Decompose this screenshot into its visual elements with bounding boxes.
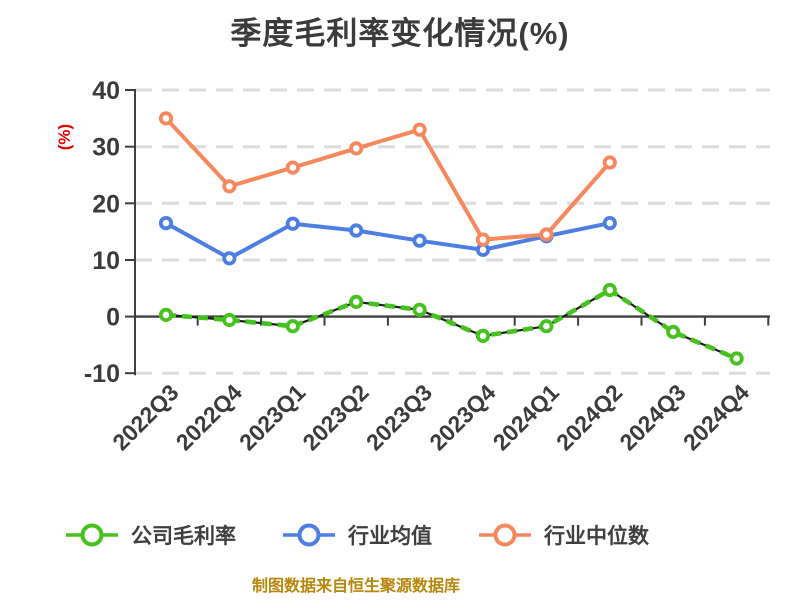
x-tick-label-2023Q1: 2023Q1 — [234, 379, 310, 455]
y-tick-label-20: 20 — [92, 190, 120, 218]
series-line-行业中位数 — [164, 117, 612, 242]
plot-area: (%) 40 30 20 10 0 -102022Q32022Q42023Q12023Q2… — [55, 77, 770, 455]
legend-label-industry-mean: 行业均值 — [348, 525, 432, 548]
data-point-行业中位数-2024Q2 — [602, 155, 617, 170]
y-axis-unit-label: (%) — [55, 124, 74, 150]
data-point-行业中位数-2024Q1 — [539, 227, 554, 242]
data-point-行业均值-2023Q1 — [285, 216, 300, 231]
data-point-行业中位数-2023Q1 — [285, 160, 300, 175]
data-point-行业均值-2022Q3 — [158, 216, 174, 231]
x-tick-label-2024Q3: 2024Q3 — [614, 379, 690, 455]
data-point-行业中位数-2023Q4 — [475, 232, 491, 247]
x-tick-label-2023Q4: 2023Q4 — [424, 379, 500, 455]
data-point-行业均值-2023Q3 — [412, 233, 427, 248]
legend-item-industry-mean: 行业均值 — [280, 520, 432, 550]
legend-label-industry-median: 行业中位数 — [544, 525, 649, 548]
y-tick-label-30: 30 — [92, 134, 120, 162]
x-tick-label-2022Q3: 2022Q3 — [107, 379, 183, 455]
x-tick-label-2024Q4: 2024Q4 — [678, 379, 754, 455]
data-point-行业均值-2022Q4 — [222, 251, 237, 266]
data-point-公司毛利率-2022Q3 — [158, 307, 174, 322]
data-point-行业中位数-2022Q3 — [158, 111, 174, 126]
company-series-marker-icon — [66, 523, 118, 547]
data-point-公司毛利率-2023Q1 — [285, 319, 300, 334]
chart-legend: 公司毛利率 行业均值 行业中位数 — [0, 520, 712, 550]
x-tick-label-2022Q4: 2022Q4 — [171, 379, 247, 455]
y-tick-label--10: -10 — [84, 360, 120, 388]
data-point-公司毛利率-2024Q2 — [602, 282, 617, 298]
chart-title: 季度毛利率变化情况(%) — [230, 16, 570, 51]
data-point-公司毛利率-2023Q3 — [412, 302, 427, 317]
data-point-行业中位数-2023Q3 — [412, 122, 427, 137]
data-point-公司毛利率-2024Q4 — [729, 351, 744, 366]
industry-median-series-marker-icon — [479, 523, 531, 547]
data-point-公司毛利率-2024Q1 — [539, 319, 554, 334]
data-point-行业中位数-2022Q4 — [222, 179, 237, 194]
data-point-行业均值-2023Q2 — [349, 223, 364, 238]
y-tick-label-0: 0 — [106, 304, 120, 332]
data-point-公司毛利率-2023Q2 — [349, 294, 364, 309]
y-tick-label-10: 10 — [92, 247, 120, 275]
data-source-note: 制图数据来自恒生聚源数据库 — [251, 578, 460, 595]
x-tick-label-2024Q1: 2024Q1 — [488, 379, 564, 455]
x-tick-label-2024Q2: 2024Q2 — [551, 379, 627, 455]
data-point-公司毛利率-2023Q4 — [475, 328, 491, 343]
y-tick-label-40: 40 — [92, 77, 120, 105]
legend-label-company: 公司毛利率 — [131, 525, 236, 548]
data-point-行业均值-2024Q2 — [602, 216, 617, 231]
legend-item-company: 公司毛利率 — [63, 520, 236, 550]
legend-item-industry-median: 行业中位数 — [476, 520, 649, 550]
x-tick-label-2023Q3: 2023Q3 — [361, 379, 437, 455]
data-point-行业中位数-2023Q2 — [349, 141, 364, 156]
series-line-公司毛利率 — [165, 287, 738, 361]
x-tick-label-2023Q2: 2023Q2 — [297, 379, 373, 455]
data-point-公司毛利率-2024Q3 — [666, 324, 681, 339]
industry-mean-series-marker-icon — [283, 523, 335, 547]
data-point-公司毛利率-2022Q4 — [222, 312, 237, 328]
series-line-行业均值 — [165, 221, 611, 261]
